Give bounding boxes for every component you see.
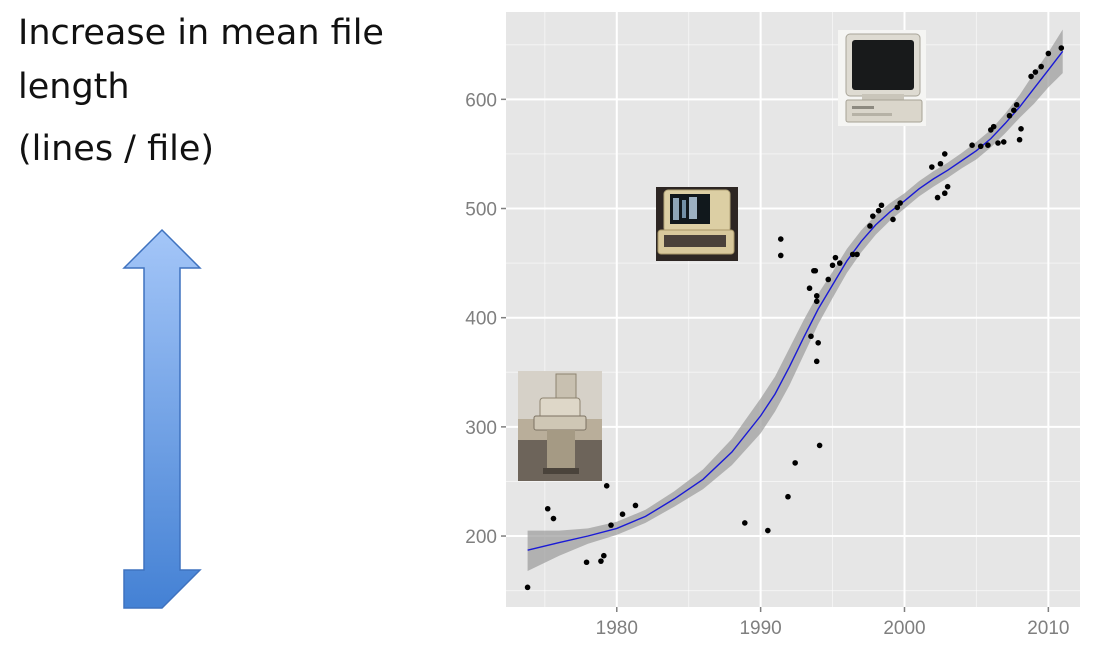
data-point — [765, 527, 771, 534]
data-point — [1058, 45, 1065, 51]
data-point — [583, 559, 590, 566]
data-point — [995, 140, 1001, 146]
data-point — [829, 262, 836, 269]
x-tick-label: 1990 — [739, 618, 781, 639]
data-point — [619, 511, 626, 518]
data-point — [977, 143, 984, 150]
plot-panel — [506, 12, 1080, 607]
y-tick-label: 200 — [465, 527, 497, 548]
y-tick-label: 400 — [465, 309, 497, 330]
data-point — [969, 142, 975, 148]
video-terminal-photo — [656, 187, 738, 261]
data-point — [603, 483, 610, 489]
data-point — [815, 339, 821, 346]
data-point — [816, 442, 823, 449]
y-tick-label: 500 — [465, 200, 497, 221]
data-point — [550, 515, 557, 522]
data-point — [792, 460, 798, 466]
x-axis: 1980 1990 2000 2010 — [596, 607, 1069, 639]
data-point — [941, 151, 948, 157]
data-point — [1011, 107, 1017, 114]
data-point — [1032, 69, 1039, 75]
data-point — [1038, 63, 1044, 70]
trend-line — [527, 50, 1064, 551]
data-point — [875, 207, 882, 214]
data-point — [867, 223, 873, 229]
data-point — [832, 254, 839, 261]
data-point — [890, 216, 896, 223]
teletype-terminal-photo — [518, 371, 602, 481]
y-tick-label: 600 — [465, 90, 497, 111]
data-points — [524, 45, 1065, 591]
data-point — [806, 285, 813, 292]
data-point — [812, 267, 819, 274]
x-tick-label: 1980 — [596, 618, 638, 639]
data-point — [836, 260, 843, 266]
data-point — [934, 194, 941, 201]
data-point — [825, 276, 832, 283]
data-point — [1013, 101, 1020, 108]
data-point — [1006, 112, 1013, 119]
data-point — [813, 293, 820, 299]
data-point — [1016, 136, 1023, 143]
data-point — [813, 298, 820, 305]
data-point — [777, 236, 784, 242]
data-point — [897, 200, 903, 206]
data-point — [524, 584, 531, 591]
data-point — [937, 160, 944, 167]
data-point — [985, 142, 991, 148]
page-subtitle: (lines / file) — [18, 129, 215, 169]
data-point — [894, 204, 901, 211]
data-point — [941, 190, 948, 197]
data-point — [808, 333, 814, 340]
data-point — [854, 251, 860, 258]
data-point — [608, 522, 614, 528]
desktop-computer-photo — [838, 30, 926, 126]
y-tick-label: 300 — [465, 418, 497, 439]
data-point — [1000, 139, 1007, 145]
data-point — [929, 164, 935, 170]
y-axis: 200 300 400 500 600 — [465, 90, 506, 548]
data-point — [777, 252, 784, 259]
page-title: Increase in mean file length — [18, 13, 384, 107]
data-point — [1018, 126, 1024, 132]
data-point — [870, 213, 876, 219]
data-point — [944, 183, 951, 190]
x-tick-label: 2010 — [1027, 618, 1069, 639]
data-point — [544, 505, 551, 512]
data-point — [990, 123, 997, 130]
data-point — [849, 251, 856, 258]
x-tick-label: 2000 — [883, 618, 925, 639]
data-point — [878, 202, 885, 209]
data-point — [1028, 73, 1034, 80]
data-point — [742, 520, 748, 526]
data-point — [813, 358, 820, 365]
double-arrow-icon — [110, 226, 214, 617]
data-point — [1045, 50, 1052, 57]
data-point — [598, 558, 604, 564]
data-point — [601, 552, 607, 559]
data-point — [632, 502, 639, 509]
data-point — [785, 493, 791, 500]
